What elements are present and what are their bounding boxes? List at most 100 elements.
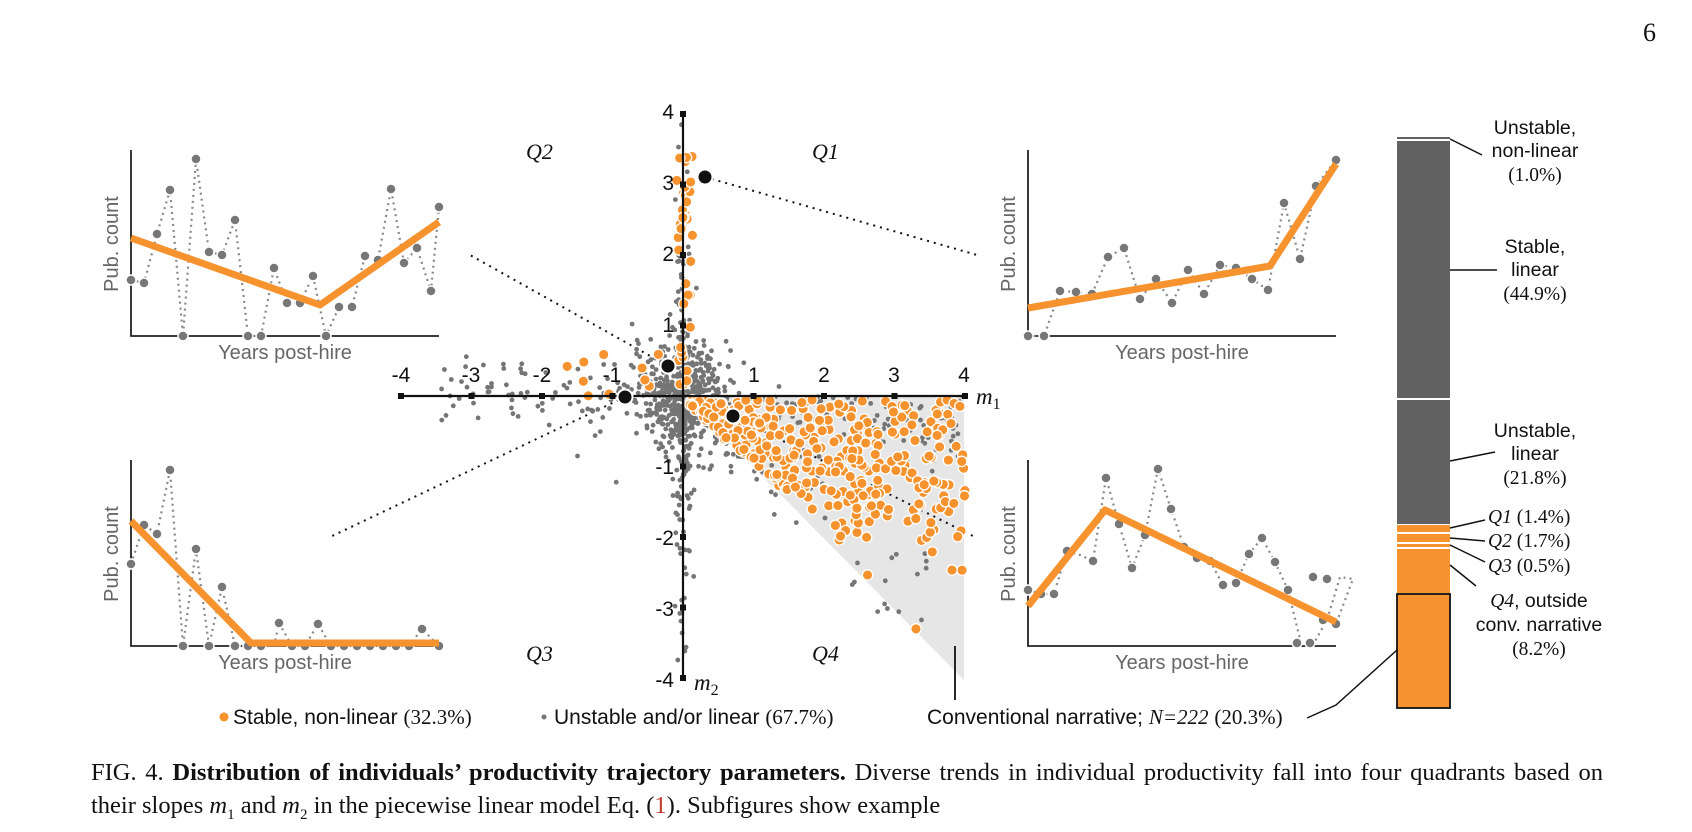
- caption-eq-ref[interactable]: 1: [654, 792, 667, 819]
- scatter-point: [705, 376, 711, 382]
- scatter-point: [731, 380, 736, 385]
- scatter-point: [882, 601, 887, 607]
- scatter-point: [653, 409, 659, 415]
- inset-data-line: [129, 469, 440, 648]
- scatter-point: [845, 410, 857, 423]
- y-tick-label: -1: [655, 456, 674, 479]
- scatter-point: [917, 405, 923, 411]
- scatter-point: [816, 424, 829, 437]
- scatter-point: [793, 437, 806, 449]
- scatter-point: [675, 371, 681, 377]
- scatter-point: [649, 371, 655, 377]
- scatter-point: [647, 412, 653, 418]
- category-bar: [1396, 137, 1451, 709]
- scatter-point: [776, 384, 782, 389]
- scatter-point: [896, 609, 902, 615]
- x-axis-label: m1: [976, 384, 1001, 413]
- scatter-point: [910, 623, 922, 635]
- scatter-point: [663, 426, 669, 432]
- scatter-point: [550, 396, 556, 401]
- scatter-point: [509, 397, 515, 403]
- scatter-point: [956, 564, 968, 577]
- scatter-point: [670, 493, 676, 498]
- scatter-point: [686, 229, 699, 242]
- bar-label-q4-line2: conv. narrative: [1476, 614, 1602, 636]
- scatter-point: [643, 401, 649, 406]
- scatter-point: [860, 531, 873, 544]
- scatter-point: [802, 411, 814, 424]
- bar-label-q2: Q2 (1.7%): [1488, 531, 1570, 552]
- scatter-point: [702, 360, 708, 366]
- scatter-point: [577, 375, 590, 388]
- scatter-point: [891, 451, 904, 463]
- bar-label-q4: Q4, outside: [1490, 590, 1588, 612]
- scatter-point: [654, 402, 660, 408]
- scatter-point: [686, 251, 692, 257]
- scatter-point: [652, 397, 658, 403]
- scatter-point: [783, 422, 796, 435]
- scatter-point: [822, 515, 828, 521]
- inset-data-points: [1022, 463, 1342, 649]
- scatter-point: [722, 388, 728, 394]
- scatter-point: [672, 603, 678, 609]
- scatter-point: [815, 402, 827, 415]
- scatter-point: [686, 344, 692, 350]
- scatter-point: [553, 390, 558, 395]
- scatter-point: [686, 400, 699, 412]
- scatter-point: [859, 437, 872, 449]
- scatter-point: [624, 410, 630, 416]
- scatter-point: [656, 390, 661, 396]
- y-tick-label: 4: [662, 101, 674, 124]
- scatter-point: [524, 389, 530, 395]
- scatter-point: [504, 382, 509, 388]
- scatter-point: [693, 368, 699, 373]
- scatter-point: [665, 422, 671, 427]
- scatter-point: [691, 345, 697, 351]
- scatter-point: [811, 442, 823, 455]
- scatter-point: [662, 400, 667, 405]
- scatter-point: [741, 360, 747, 366]
- scatter-point: [898, 425, 911, 438]
- scatter-point: [954, 400, 966, 413]
- scatter-point: [764, 395, 776, 407]
- scatter-point: [588, 419, 593, 424]
- scatter-point: [652, 348, 665, 361]
- scatter-point: [698, 389, 703, 395]
- scatter-point: [577, 356, 590, 368]
- scatter-point: [675, 657, 681, 663]
- scatter-point: [564, 385, 570, 391]
- scatter-point: [597, 385, 603, 390]
- scatter-point: [711, 366, 717, 372]
- bar-label-q4-pct: (8.2%): [1512, 639, 1566, 660]
- scatter-point: [687, 503, 693, 509]
- scatter-point: [585, 406, 591, 412]
- scatter-point: [628, 362, 634, 368]
- scatter-point: [774, 403, 787, 416]
- scatter-point: [668, 427, 674, 433]
- inset-axes: [130, 150, 439, 337]
- scatter-point: [666, 458, 671, 464]
- scatter-point: [706, 380, 712, 386]
- scatter-point: [675, 490, 680, 496]
- x-tick-label: 3: [888, 364, 900, 387]
- scatter-point: [910, 512, 922, 525]
- scatter-point: [677, 412, 683, 418]
- scatter-point: [853, 419, 865, 432]
- scatter-point: [588, 375, 593, 381]
- scatter-point: [861, 569, 874, 581]
- scatter-point: [439, 417, 445, 423]
- scatter-point: [648, 336, 654, 342]
- figure-caption: FIG. 4. Distribution of individuals’ pro…: [91, 756, 1603, 832]
- scatter-point: [784, 400, 789, 406]
- scatter-point: [677, 477, 683, 483]
- scatter-point: [851, 502, 863, 515]
- example-point-q3: [616, 388, 634, 406]
- bar-labels: Unstable, non-linear (1.0%) Stable, line…: [1476, 117, 1602, 660]
- scatter-point: [663, 454, 669, 460]
- scatter-point: [946, 564, 958, 576]
- scatter-point: [575, 453, 580, 459]
- scatter-point: [540, 408, 545, 413]
- scatter-point: [856, 477, 868, 490]
- inset-ylabel: Pub. count: [998, 506, 1020, 602]
